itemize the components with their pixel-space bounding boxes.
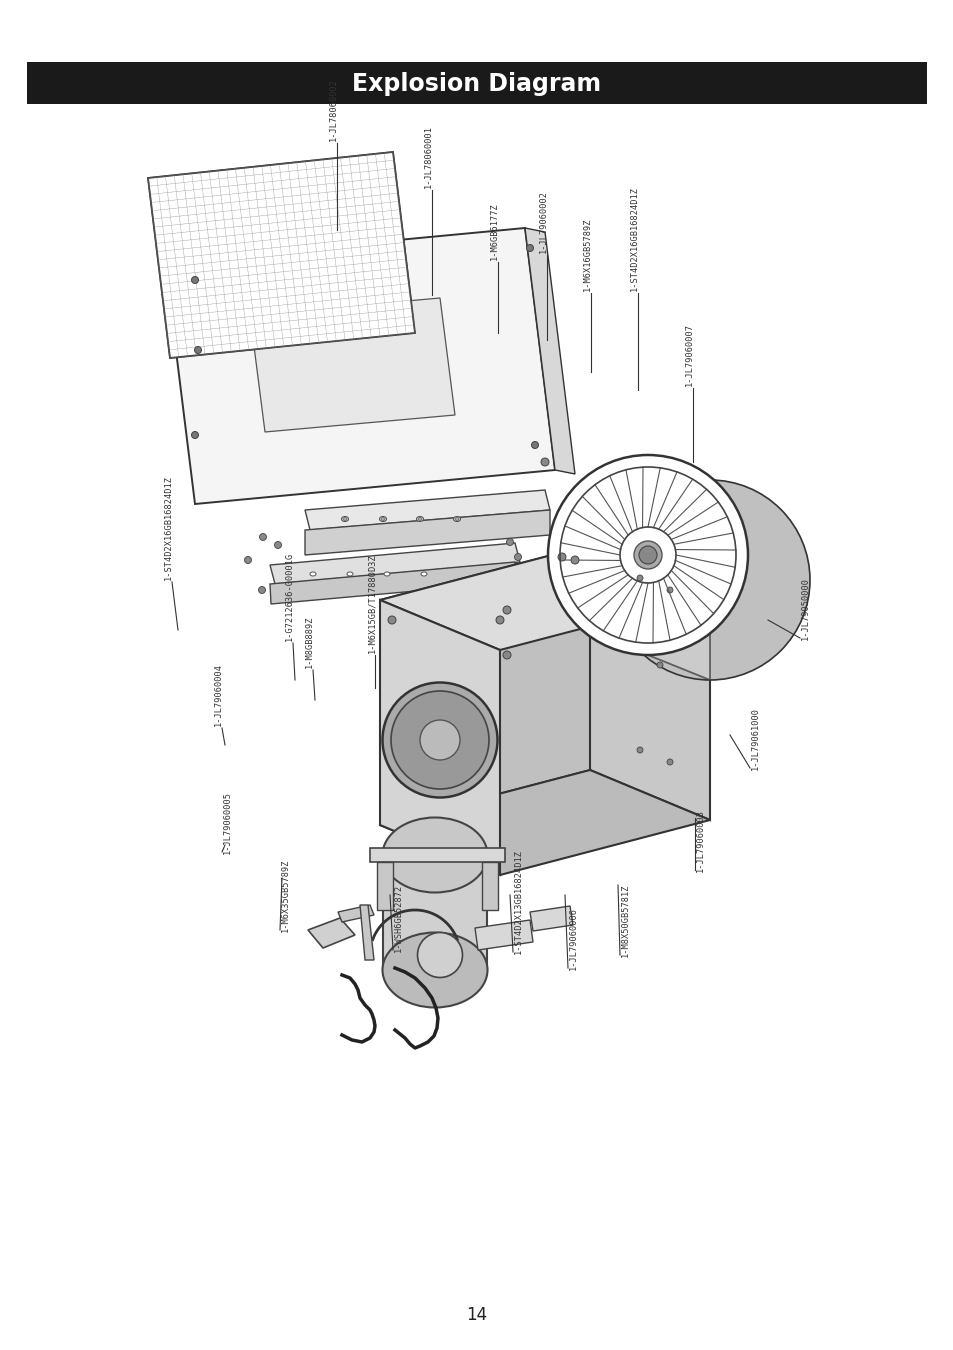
- Bar: [27, 62, 926, 104]
- Polygon shape: [379, 545, 709, 649]
- Text: 1-JL78060001: 1-JL78060001: [423, 126, 433, 188]
- Polygon shape: [305, 490, 550, 531]
- Ellipse shape: [502, 606, 511, 614]
- Ellipse shape: [657, 662, 662, 668]
- Ellipse shape: [194, 347, 201, 354]
- Text: 1-JL79060003: 1-JL79060003: [696, 809, 704, 872]
- Ellipse shape: [274, 541, 281, 548]
- Text: Explosion Diagram: Explosion Diagram: [352, 72, 601, 96]
- Ellipse shape: [526, 244, 533, 251]
- Ellipse shape: [343, 517, 347, 521]
- Ellipse shape: [417, 933, 462, 977]
- Ellipse shape: [391, 691, 489, 788]
- Ellipse shape: [609, 481, 809, 680]
- Text: 1-WSH6GB52872: 1-WSH6GB52872: [394, 884, 402, 952]
- Ellipse shape: [382, 933, 487, 1007]
- Ellipse shape: [547, 455, 747, 655]
- Ellipse shape: [192, 432, 198, 439]
- Ellipse shape: [496, 616, 503, 624]
- Ellipse shape: [571, 556, 578, 564]
- Polygon shape: [148, 153, 415, 358]
- Ellipse shape: [558, 554, 565, 562]
- Ellipse shape: [637, 747, 642, 753]
- Ellipse shape: [310, 572, 315, 576]
- Ellipse shape: [634, 541, 661, 568]
- Ellipse shape: [382, 683, 497, 798]
- Polygon shape: [337, 904, 374, 922]
- Polygon shape: [308, 918, 355, 948]
- Ellipse shape: [244, 556, 252, 563]
- Ellipse shape: [506, 539, 513, 545]
- Polygon shape: [524, 228, 575, 474]
- Ellipse shape: [379, 517, 386, 521]
- Polygon shape: [530, 906, 573, 931]
- Text: 1-M6X35GB5789Z: 1-M6X35GB5789Z: [281, 859, 290, 932]
- Ellipse shape: [341, 517, 348, 521]
- Text: 1-M8X50GB5781Z: 1-M8X50GB5781Z: [620, 883, 629, 957]
- Polygon shape: [475, 919, 533, 950]
- Polygon shape: [250, 298, 455, 432]
- Ellipse shape: [420, 572, 427, 576]
- Polygon shape: [305, 510, 550, 555]
- Ellipse shape: [347, 572, 353, 576]
- Text: 1-M8GB889Z: 1-M8GB889Z: [305, 616, 314, 668]
- Polygon shape: [270, 562, 516, 603]
- Text: 1-M6GB6177Z: 1-M6GB6177Z: [490, 202, 498, 261]
- Polygon shape: [165, 228, 555, 504]
- Polygon shape: [379, 599, 499, 875]
- Ellipse shape: [259, 533, 266, 540]
- Polygon shape: [379, 545, 589, 825]
- Ellipse shape: [380, 517, 385, 521]
- Polygon shape: [370, 848, 504, 863]
- Text: 1-JL79060005: 1-JL79060005: [223, 791, 232, 855]
- Polygon shape: [379, 769, 709, 875]
- Polygon shape: [270, 543, 519, 585]
- Ellipse shape: [637, 575, 642, 580]
- Text: 1-ST4D2X13GB16824D1Z: 1-ST4D2X13GB16824D1Z: [514, 849, 522, 954]
- Text: 1-JL79061000: 1-JL79061000: [750, 707, 760, 769]
- Ellipse shape: [666, 587, 672, 593]
- Text: 1-M6X15GB/T17880D3Z: 1-M6X15GB/T17880D3Z: [367, 554, 375, 653]
- Text: 1-JL78060002: 1-JL78060002: [329, 78, 337, 140]
- Ellipse shape: [192, 277, 198, 284]
- Polygon shape: [148, 153, 415, 358]
- Polygon shape: [481, 863, 497, 910]
- Text: 14: 14: [466, 1305, 487, 1324]
- Ellipse shape: [419, 720, 459, 760]
- Text: 1-JL79060006: 1-JL79060006: [568, 907, 578, 971]
- Text: 1-ST4D2X16GB16824D1Z: 1-ST4D2X16GB16824D1Z: [164, 475, 172, 580]
- Text: 1-JL79050000: 1-JL79050000: [801, 576, 809, 640]
- Ellipse shape: [258, 586, 265, 594]
- Text: 1-ST4D2X16GB16824D1Z: 1-ST4D2X16GB16824D1Z: [629, 186, 639, 292]
- Ellipse shape: [666, 759, 672, 765]
- Ellipse shape: [453, 517, 460, 521]
- Ellipse shape: [388, 616, 395, 624]
- Ellipse shape: [540, 458, 548, 466]
- Ellipse shape: [417, 517, 421, 521]
- Ellipse shape: [416, 517, 423, 521]
- Polygon shape: [382, 855, 486, 971]
- Text: 1-G7212636-00001G: 1-G7212636-00001G: [285, 552, 294, 641]
- Polygon shape: [589, 545, 709, 819]
- Text: 1-M6X16GB5789Z: 1-M6X16GB5789Z: [582, 217, 592, 292]
- Text: 1-JL79060007: 1-JL79060007: [684, 323, 693, 386]
- Polygon shape: [376, 863, 393, 910]
- Ellipse shape: [384, 572, 390, 576]
- Polygon shape: [647, 455, 709, 680]
- Ellipse shape: [639, 545, 657, 564]
- Ellipse shape: [382, 818, 487, 892]
- Ellipse shape: [502, 651, 511, 659]
- Ellipse shape: [455, 517, 458, 521]
- Polygon shape: [359, 904, 374, 960]
- Text: 1-JL79060004: 1-JL79060004: [213, 663, 223, 726]
- Text: 1-JL79060002: 1-JL79060002: [538, 190, 547, 252]
- Ellipse shape: [531, 441, 537, 448]
- Ellipse shape: [514, 554, 521, 560]
